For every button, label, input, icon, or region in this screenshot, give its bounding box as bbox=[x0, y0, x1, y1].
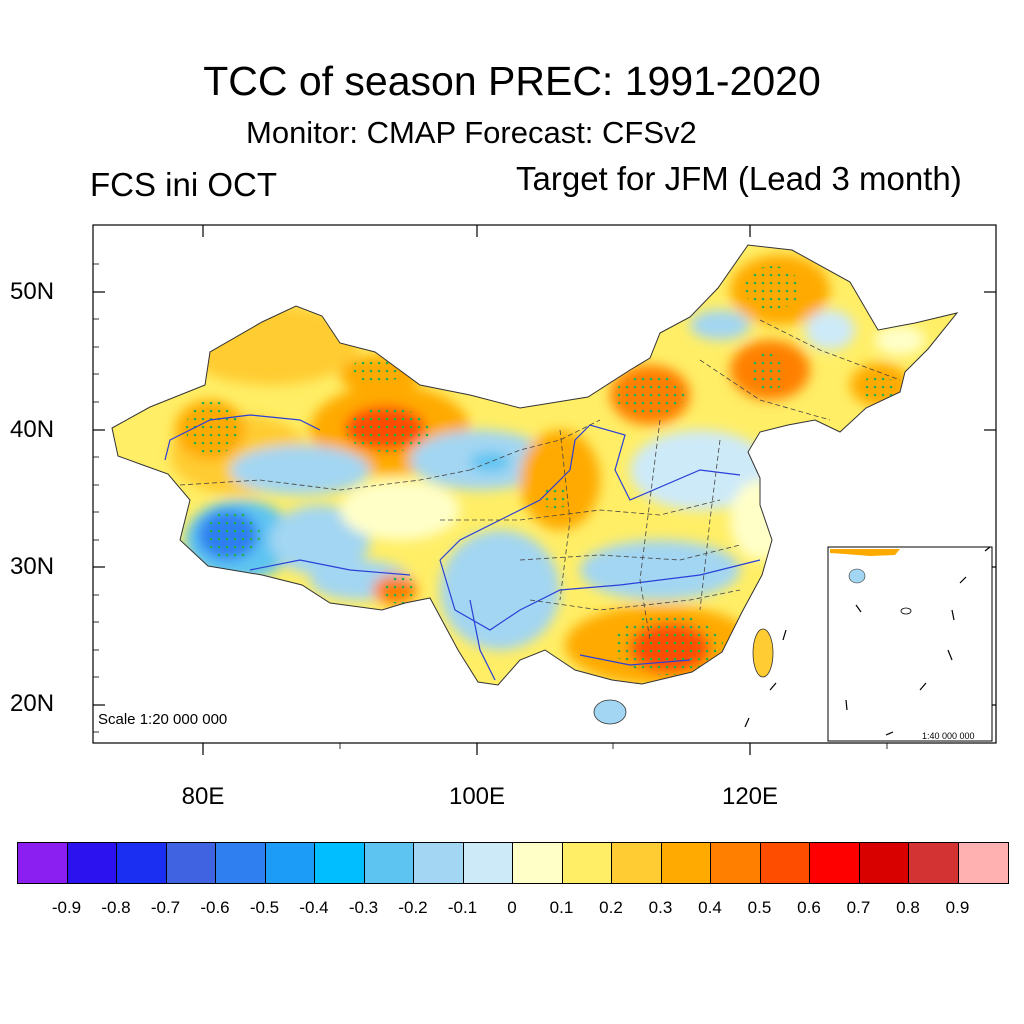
colorbar-swatch bbox=[711, 843, 761, 883]
colorbar-swatch bbox=[166, 843, 216, 883]
colorbar-swatch bbox=[810, 843, 860, 883]
colorbar bbox=[17, 842, 1009, 884]
forecast-init-label: FCS ini OCT bbox=[90, 166, 278, 203]
colorbar-swatch bbox=[958, 843, 1008, 883]
axis-ticks bbox=[93, 225, 996, 755]
lon-label-80e: 80E bbox=[181, 783, 225, 810]
colorbar-label: 0 bbox=[507, 898, 517, 917]
colorbar-swatch bbox=[18, 843, 68, 883]
colorbar-label: 0.4 bbox=[698, 898, 722, 917]
inset-map-content bbox=[830, 546, 991, 736]
colorbar-swatch bbox=[859, 843, 909, 883]
colorbar-swatch bbox=[265, 843, 315, 883]
inset-map-scale: 1:40 000 000 bbox=[922, 731, 975, 741]
colorbar-label: -0.1 bbox=[447, 898, 478, 917]
colorbar-label: 0.3 bbox=[648, 898, 673, 917]
colorbar-swatch bbox=[414, 843, 464, 883]
colorbar-label: -0.9 bbox=[51, 898, 82, 917]
colorbar-swatch bbox=[612, 843, 662, 883]
minor-ticks bbox=[93, 263, 888, 749]
colorbar-swatch bbox=[562, 843, 612, 883]
colorbar-label: -0.3 bbox=[348, 898, 379, 917]
colorbar-swatch bbox=[67, 843, 117, 883]
colorbar-swatch bbox=[216, 843, 266, 883]
colorbar-label: -0.6 bbox=[200, 898, 230, 917]
colorbar-label: 0.6 bbox=[797, 898, 821, 917]
colorbar-swatch bbox=[463, 843, 513, 883]
colorbar-swatch bbox=[909, 843, 959, 883]
colorbar-label: -0.4 bbox=[299, 898, 329, 917]
lon-label-120e: 120E bbox=[721, 783, 779, 810]
colorbar-swatch bbox=[760, 843, 810, 883]
colorbar-label: -0.2 bbox=[398, 898, 428, 917]
lat-label-30n: 30N bbox=[10, 553, 55, 580]
lat-label-50n: 50N bbox=[10, 278, 55, 305]
rivers bbox=[164, 414, 761, 681]
colorbar-swatch bbox=[661, 843, 711, 883]
colorbar-swatch bbox=[513, 843, 563, 883]
colorbar-label: 0.2 bbox=[599, 898, 623, 917]
map-subtitle: Monitor: CMAP Forecast: CFSv2 bbox=[246, 115, 697, 150]
taiwan-island bbox=[752, 628, 774, 678]
colorbar-label: 0.9 bbox=[945, 898, 970, 917]
country-outline bbox=[111, 244, 959, 686]
lon-label-100e: 100E bbox=[448, 783, 506, 810]
main-map-scale: Scale 1:20 000 000 bbox=[98, 711, 228, 728]
colorbar-label: -0.7 bbox=[150, 898, 181, 917]
colorbar-label: 0.8 bbox=[896, 898, 920, 917]
sea-boundary-marks bbox=[744, 629, 787, 728]
map-title: TCC of season PREC: 1991-2020 bbox=[203, 58, 821, 104]
lat-label-40n: 40N bbox=[10, 416, 55, 443]
colorbar-label: 0.7 bbox=[846, 898, 871, 917]
province-boundaries bbox=[179, 319, 901, 641]
colorbar-swatch bbox=[315, 843, 365, 883]
colorbar-label: -0.8 bbox=[101, 898, 131, 917]
lat-label-20n: 20N bbox=[10, 690, 55, 717]
colorbar-swatch bbox=[364, 843, 414, 883]
colorbar-label: 0.5 bbox=[747, 898, 772, 917]
colorbar-label: 0.1 bbox=[549, 898, 574, 917]
hainan-island bbox=[593, 699, 627, 725]
colorbar-swatch bbox=[117, 843, 167, 883]
colorbar-label: -0.5 bbox=[249, 898, 280, 917]
target-season-label: Target for JFM (Lead 3 month) bbox=[516, 160, 962, 197]
